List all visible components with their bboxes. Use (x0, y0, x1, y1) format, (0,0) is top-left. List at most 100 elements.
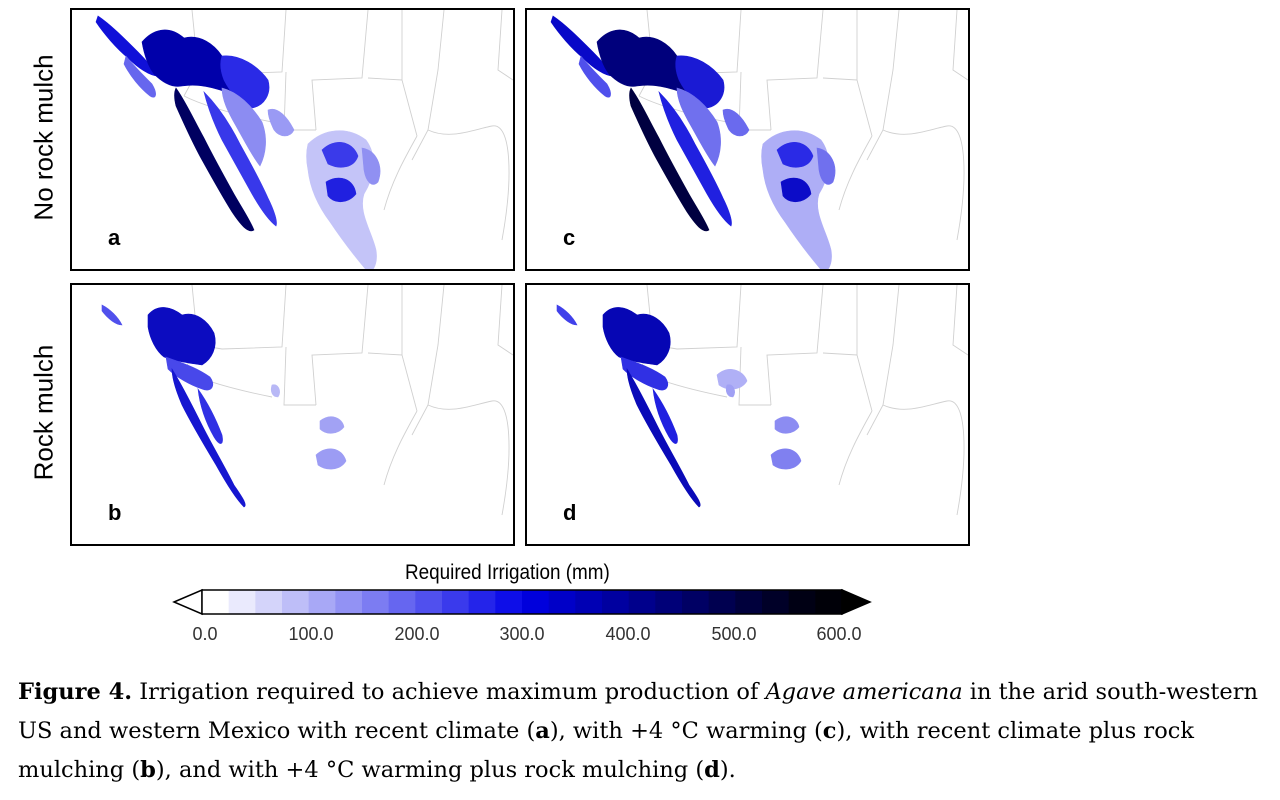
colorbar-segment (362, 590, 390, 614)
colorbar-segment (602, 590, 630, 614)
boundary-line (383, 135, 418, 211)
row-label-no-rock-mulch: No rock mulch (28, 54, 59, 221)
boundary-line (367, 10, 403, 81)
irrigation-area (676, 87, 721, 167)
map-panel-b: b (70, 283, 515, 546)
irrigation-area (361, 147, 381, 185)
colorbar-segment (415, 590, 443, 614)
boundary-line (411, 285, 445, 436)
irrigation-area (123, 55, 156, 98)
boundary-line (497, 10, 513, 81)
boundary-line (822, 10, 858, 81)
caption-text: ), and with +4 °C warming plus rock mulc… (155, 757, 705, 783)
colorbar-segment (308, 590, 336, 614)
irrigation-area (325, 177, 357, 203)
boundary-line (383, 410, 418, 486)
irrigation-area (197, 387, 223, 444)
boundary-line (401, 79, 418, 137)
irrigation-area (652, 387, 678, 444)
colorbar (172, 588, 872, 616)
irrigation-area (620, 356, 669, 391)
caption-text: ), with recent climate plus rock mulchin… (18, 718, 1194, 783)
colorbar-segment (628, 590, 656, 614)
irrigation-area (315, 448, 347, 470)
irrigation-area (101, 304, 123, 326)
figure-caption: Figure 4. Irrigation required to achieve… (18, 673, 1258, 790)
colorbar-segment (522, 590, 550, 614)
colorbar-segment (815, 590, 843, 614)
map-d (556, 285, 968, 516)
colorbar-segment (335, 590, 363, 614)
caption-ref-d: d (704, 757, 720, 783)
boundary-line (838, 135, 873, 211)
caption-text: ), with +4 °C warming ( (549, 718, 823, 744)
irrigation-area (270, 384, 280, 398)
map-a (95, 10, 513, 269)
boundary-line (766, 285, 824, 406)
irrigation-area (267, 108, 295, 137)
colorbar-extend-min (172, 588, 203, 616)
boundary-line (401, 354, 418, 412)
boundary-line (882, 125, 948, 135)
panel-letter-d: d (563, 500, 577, 525)
irrigation-area (203, 91, 277, 227)
boundary-line (491, 125, 510, 241)
irrigation-area (147, 307, 216, 366)
boundary-line (838, 410, 873, 486)
irrigation-area (602, 307, 671, 366)
colorbar-tick: 0.0 (192, 624, 218, 644)
colorbar-segment (708, 590, 736, 614)
boundary-line (952, 10, 968, 81)
irrigation-area (171, 367, 246, 508)
panel-letter-a: a (108, 225, 121, 250)
caption-ref-b: b (140, 757, 156, 783)
colorbar-segment (468, 590, 496, 614)
colorbar-segment (282, 590, 310, 614)
boundary-lines (183, 285, 513, 516)
irrigation-area (221, 87, 266, 167)
irrigation-area (658, 91, 732, 227)
row-label-rock-mulch: Rock mulch (28, 344, 59, 481)
irrigation-area (780, 177, 812, 203)
boundary-line (491, 400, 510, 516)
colorbar-tick: 100.0 (288, 624, 334, 644)
irrigation-area (629, 87, 710, 232)
panel-letter-c: c (563, 225, 576, 250)
boundary-line (866, 285, 900, 436)
boundary-line (766, 10, 824, 131)
boundary-line (311, 10, 369, 131)
boundary-line (856, 79, 873, 137)
colorbar-segment (788, 590, 816, 614)
boundary-line (367, 285, 403, 356)
colorbar-tick: 600.0 (816, 624, 862, 644)
map-panel-d: d (525, 283, 970, 546)
colorbar-segment (255, 590, 283, 614)
colorbar-segment (388, 590, 416, 614)
colorbar-tick: 500.0 (711, 624, 757, 644)
boundary-line (866, 10, 900, 161)
irrigation-area (556, 304, 578, 326)
irrigation-area (319, 416, 345, 434)
panel-letter-b: b (108, 500, 122, 525)
colorbar-tick: 300.0 (499, 624, 545, 644)
colorbar-extend-max (841, 588, 872, 616)
irrigation-area (578, 55, 611, 98)
irrigation-area (774, 416, 800, 434)
colorbar-segment (202, 590, 230, 614)
caption-text: in the arid south-western US and western… (18, 679, 1258, 744)
caption-ref-c: c (822, 718, 837, 744)
boundary-line (411, 10, 445, 161)
irrigation-area (716, 369, 748, 390)
boundary-line (283, 346, 316, 406)
irrigation-area (816, 147, 836, 185)
irrigation-area (725, 384, 735, 398)
irrigation-area (722, 108, 750, 137)
irrigation-area (321, 142, 359, 168)
irrigation-area (165, 356, 214, 391)
irrigation-area (770, 448, 802, 470)
boundary-lines (638, 285, 968, 516)
boundary-line (738, 346, 771, 406)
colorbar-segment (762, 590, 790, 614)
boundary-line (427, 125, 493, 135)
caption-text: Irrigation required to achieve maximum p… (132, 679, 766, 705)
